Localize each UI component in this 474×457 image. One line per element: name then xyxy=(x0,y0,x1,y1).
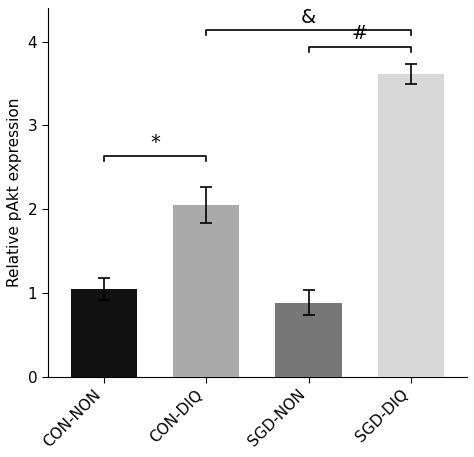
Bar xyxy=(71,289,137,377)
Y-axis label: Relative pAkt expression: Relative pAkt expression xyxy=(7,98,22,287)
Bar xyxy=(378,74,444,377)
Bar xyxy=(173,205,239,377)
Bar xyxy=(275,303,342,377)
Text: *: * xyxy=(150,133,160,152)
Text: #: # xyxy=(351,25,368,43)
Text: &: & xyxy=(301,8,316,27)
